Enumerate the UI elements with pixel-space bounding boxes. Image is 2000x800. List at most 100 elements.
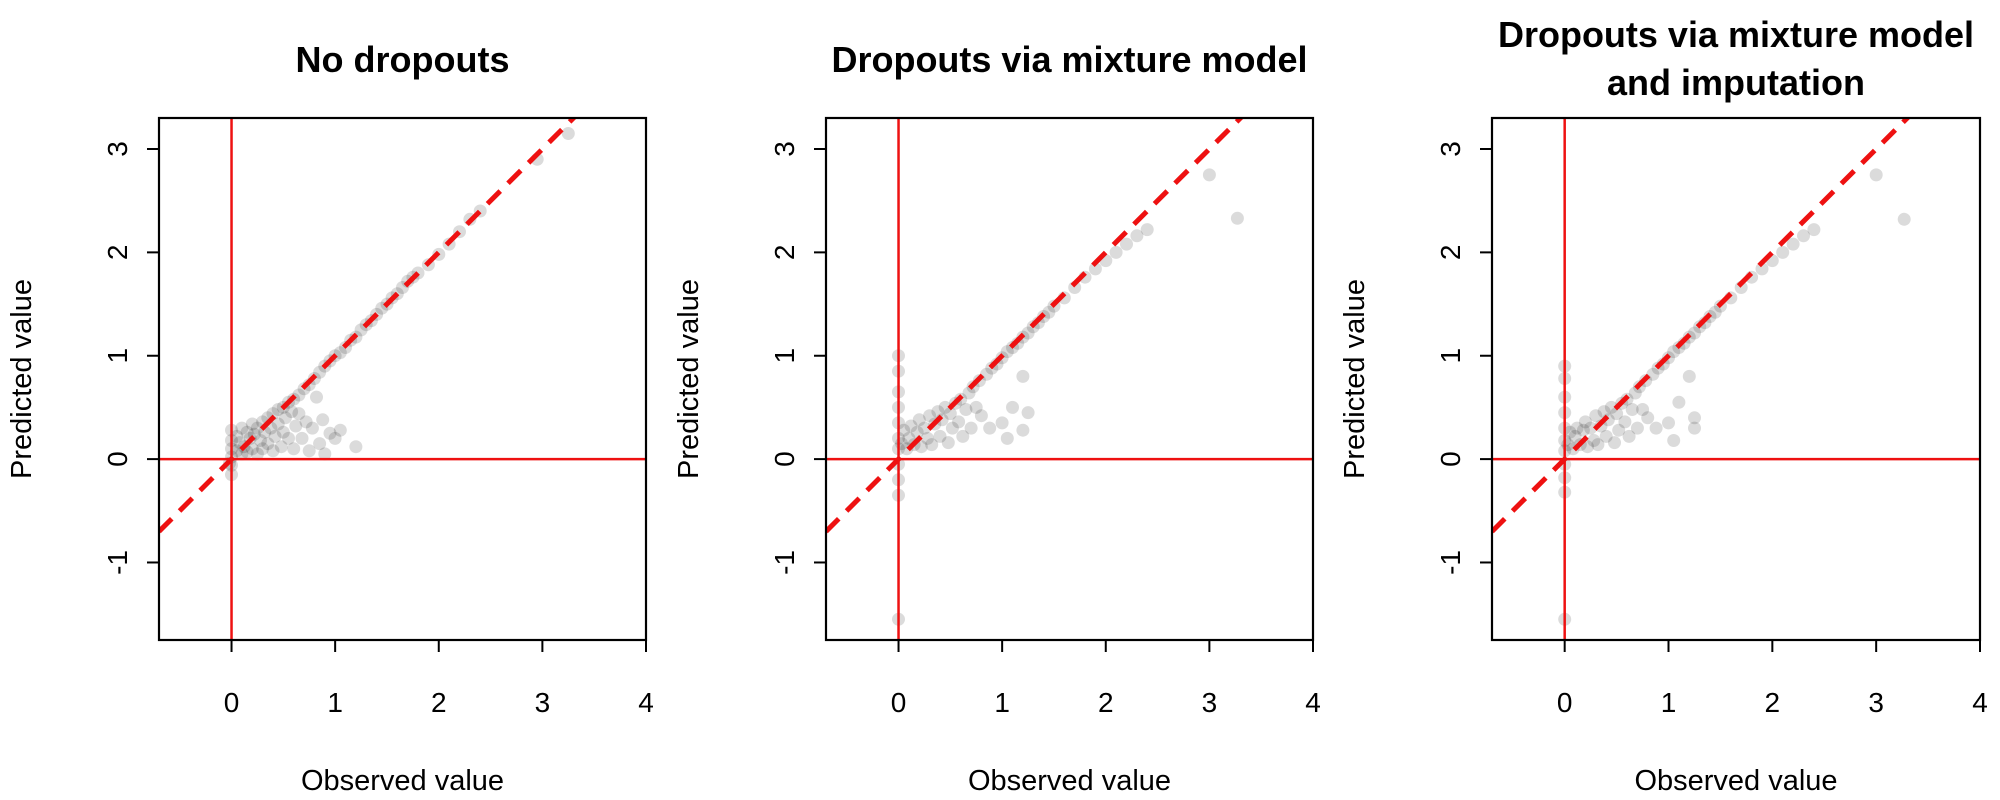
identity-line <box>159 118 578 534</box>
scatter-series <box>1558 168 1911 626</box>
y-axis-label: Predicted value <box>1339 279 1371 479</box>
data-point <box>230 429 244 443</box>
data-point <box>1000 431 1014 445</box>
x-axis: 0 1 2 3 4 <box>891 640 1321 718</box>
data-point <box>276 425 290 439</box>
y-tick-label: -1 <box>102 550 133 575</box>
data-point <box>310 390 323 404</box>
y-tick-label: 1 <box>102 348 133 364</box>
data-point <box>1688 411 1701 425</box>
data-point <box>1672 395 1686 409</box>
data-point <box>1000 345 1014 359</box>
data-point <box>328 431 342 445</box>
data-point <box>250 421 264 435</box>
data-point <box>1636 403 1650 416</box>
y-tick-label: 3 <box>102 141 133 157</box>
data-point <box>1688 421 1701 435</box>
data-point <box>962 386 976 400</box>
data-point <box>266 444 280 458</box>
data-point <box>1088 262 1102 276</box>
y-axis-label: Predicted value <box>673 279 705 479</box>
data-point <box>945 421 959 435</box>
x-tick-label: 3 <box>1868 687 1884 718</box>
x-tick-label: 1 <box>1661 687 1677 718</box>
plot-area <box>1492 118 1980 640</box>
data-point <box>278 411 292 425</box>
data-point <box>974 409 988 423</box>
identity-line <box>1492 118 1911 534</box>
data-point <box>1597 405 1611 419</box>
data-point <box>1667 434 1681 447</box>
x-axis-label: Observed value <box>301 765 504 797</box>
data-point <box>1897 212 1911 226</box>
data-point <box>292 407 306 421</box>
panel-title: No dropouts <box>296 39 510 80</box>
panel-title: and imputation <box>1607 62 1865 103</box>
data-point <box>964 421 978 435</box>
data-point <box>1109 245 1123 259</box>
data-point <box>313 365 327 379</box>
data-point <box>1016 369 1030 383</box>
data-point <box>1755 262 1769 276</box>
data-point <box>1682 369 1696 383</box>
y-axis-label: Predicted value <box>6 279 38 479</box>
data-point <box>261 437 275 451</box>
x-tick-label: 3 <box>1202 687 1218 718</box>
panel-dropouts-mixture-imputation: 0 1 2 3 4 -1 0 1 2 3 Observed value Predicted value… <box>1339 14 1988 797</box>
x-axis-label: Observed value <box>1634 765 1837 797</box>
plot-area <box>159 118 646 640</box>
y-tick-label: 2 <box>769 245 800 261</box>
data-point <box>1578 415 1592 429</box>
x-tick-label: 4 <box>1972 687 1988 718</box>
data-point <box>1016 423 1030 437</box>
data-point <box>912 413 926 427</box>
data-point <box>1608 436 1621 450</box>
panel-title: Dropouts via mixture model <box>1498 14 1974 55</box>
y-axis: -1 0 1 2 3 <box>102 141 159 575</box>
data-point <box>983 421 997 435</box>
data-point <box>1649 421 1663 435</box>
data-point <box>349 440 363 454</box>
data-point <box>921 431 934 445</box>
data-point <box>305 421 319 435</box>
data-point <box>1130 229 1144 243</box>
data-point <box>1006 400 1019 414</box>
plot-area <box>826 118 1313 640</box>
data-point <box>289 419 303 433</box>
y-axis: -1 0 1 2 3 <box>1435 141 1492 575</box>
data-point <box>1869 168 1883 182</box>
plot-frame <box>1490 116 1982 642</box>
data-point <box>952 415 966 429</box>
data-point <box>1581 440 1594 454</box>
data-point <box>1589 409 1603 423</box>
data-point <box>1610 407 1624 421</box>
x-tick-label: 1 <box>994 687 1010 718</box>
data-point <box>245 417 259 431</box>
y-tick-label: 3 <box>1435 141 1466 157</box>
data-point <box>943 407 957 421</box>
data-point <box>333 423 347 437</box>
data-point <box>313 437 327 451</box>
y-tick-label: 3 <box>769 141 800 157</box>
x-axis-label: Observed value <box>968 765 1171 797</box>
x-tick-label: 1 <box>327 687 343 718</box>
y-tick-label: 0 <box>1435 451 1466 467</box>
data-point <box>938 400 952 414</box>
data-point <box>1708 305 1722 319</box>
data-point <box>318 447 332 461</box>
data-point <box>1584 421 1598 435</box>
data-point <box>1021 406 1035 420</box>
data-point <box>1587 434 1601 447</box>
data-point <box>302 444 316 458</box>
data-point <box>1618 415 1632 429</box>
data-point <box>254 434 267 447</box>
data-point <box>1662 416 1675 430</box>
data-point <box>904 419 918 433</box>
data-point <box>235 447 249 461</box>
data-point <box>931 405 945 419</box>
y-tick-label: 0 <box>769 451 800 467</box>
data-point <box>1568 429 1582 443</box>
data-point <box>245 442 259 456</box>
data-point <box>956 429 970 443</box>
x-tick-label: 0 <box>891 687 907 718</box>
